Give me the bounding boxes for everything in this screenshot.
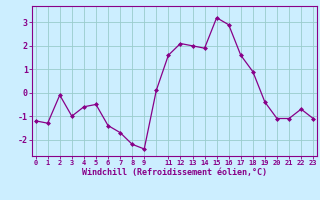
- X-axis label: Windchill (Refroidissement éolien,°C): Windchill (Refroidissement éolien,°C): [82, 168, 267, 177]
